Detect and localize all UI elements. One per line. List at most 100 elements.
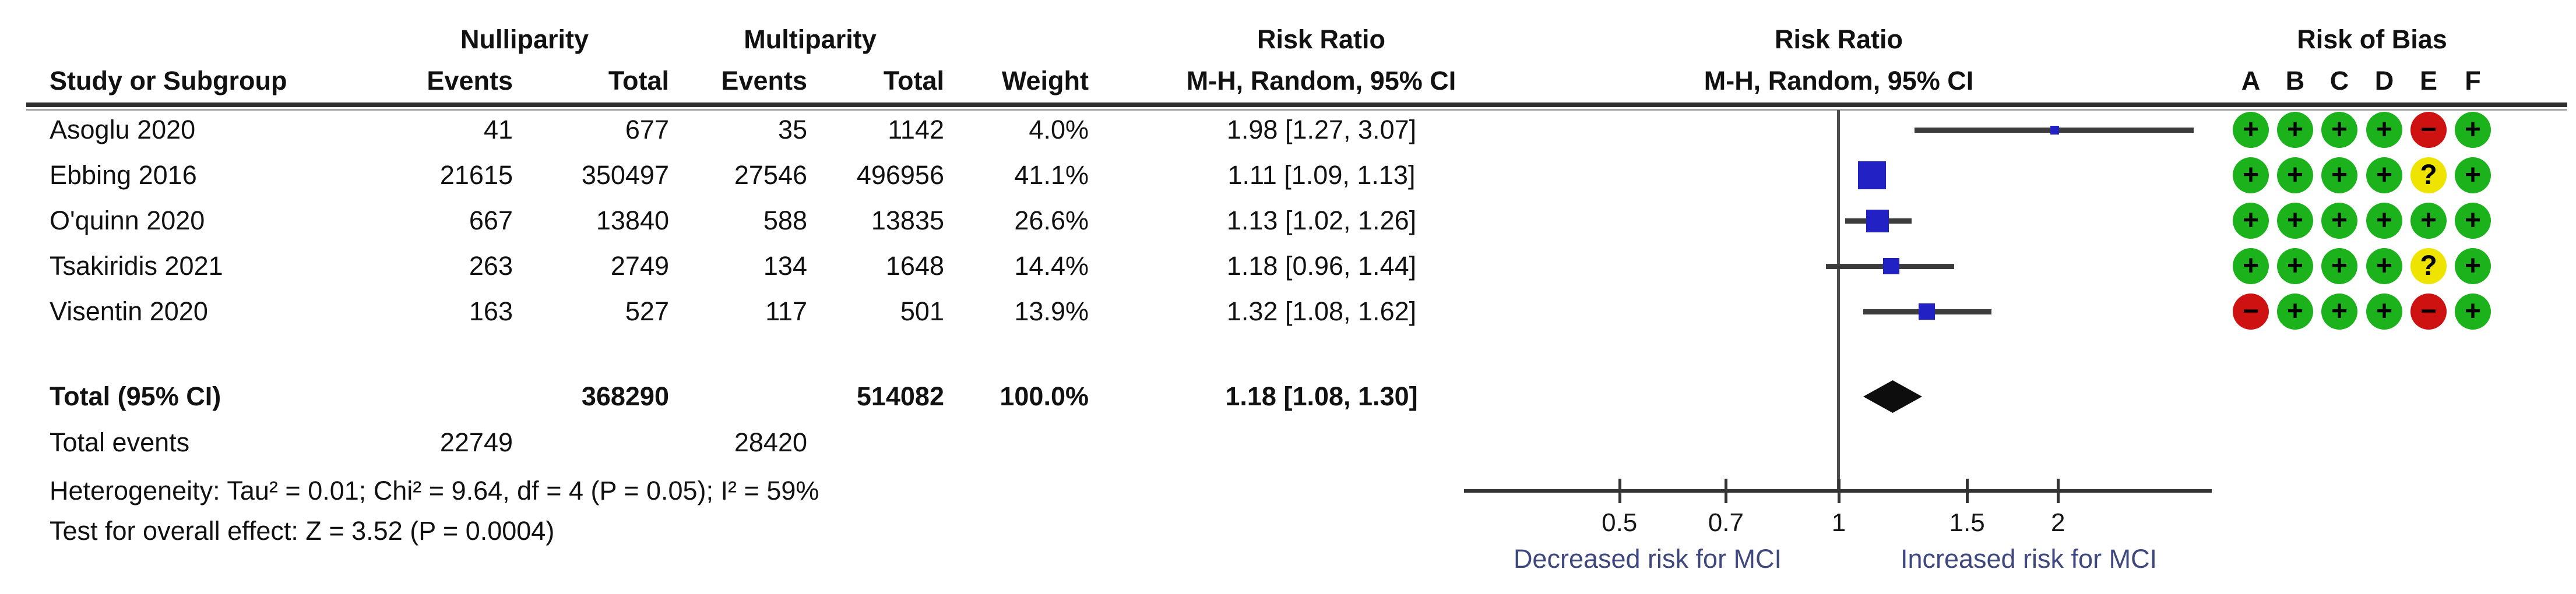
column-header-total-multiparity: Total	[883, 66, 944, 96]
rob-judgement-plus-circle: +	[2321, 294, 2357, 330]
null-effect-vertical-line	[1837, 110, 1840, 493]
study-events-multiparity: 117	[765, 296, 807, 326]
rob-judgement-plus-circle: +	[2233, 248, 2269, 284]
study-events-nulliparity: 21615	[439, 160, 513, 190]
study-events-multiparity: 35	[777, 115, 807, 144]
study-total-nulliparity: 527	[625, 296, 669, 326]
heterogeneity-text: Heterogeneity: Tau² = 0.01; Chi² = 9.64,…	[50, 476, 819, 505]
study-events-nulliparity: 41	[483, 115, 513, 144]
rob-judgement-plus-circle: +	[2233, 112, 2269, 148]
effect-estimate-square	[1858, 161, 1886, 189]
rob-judgement-plus-circle: +	[2455, 157, 2491, 193]
x-axis-tick-label: 1.5	[1949, 508, 1985, 537]
rob-column-letter: E	[2419, 66, 2437, 96]
study-ci-text: 1.13 [1.02, 1.26]	[1226, 206, 1417, 235]
rob-judgement-plus-circle: +	[2455, 203, 2491, 239]
rob-judgement-plus-circle: +	[2410, 203, 2447, 239]
rob-judgement-plus-circle: +	[2277, 248, 2313, 284]
total-events-nulliparity: 22749	[439, 427, 513, 457]
study-weight: 4.0%	[1029, 115, 1089, 144]
study-total-multiparity: 1648	[885, 251, 944, 281]
rob-judgement-plus-circle: +	[2321, 203, 2357, 239]
total-ci-text: 1.18 [1.08, 1.30]	[1225, 381, 1418, 411]
study-name: Ebbing 2016	[50, 160, 197, 190]
study-ci-text: 1.18 [0.96, 1.44]	[1226, 251, 1417, 281]
rob-judgement-plus-circle: +	[2321, 157, 2357, 193]
column-header-total-nulliparity: Total	[608, 66, 669, 96]
x-axis-tick-label: 1	[1831, 508, 1846, 537]
study-events-multiparity: 27546	[734, 160, 807, 190]
rob-judgement-plus-circle: +	[2366, 248, 2402, 284]
rob-judgement-plus-circle: +	[2455, 248, 2491, 284]
total-row-label: Total (95% CI)	[50, 381, 221, 411]
study-ci-text: 1.98 [1.27, 3.07]	[1226, 115, 1417, 144]
column-header-events-multiparity: Events	[721, 66, 807, 96]
total-events-label: Total events	[50, 427, 190, 457]
x-axis-tick	[1618, 479, 1621, 503]
study-total-nulliparity: 2749	[610, 251, 669, 281]
effect-estimate-square	[1866, 210, 1889, 232]
study-weight: 26.6%	[1014, 206, 1089, 235]
total-weight: 100.0%	[1000, 381, 1089, 411]
risk-ratio-plot-title: Risk Ratio	[1774, 24, 1903, 54]
study-events-multiparity: 134	[763, 251, 807, 281]
rob-judgement-question-circle: ?	[2410, 248, 2447, 284]
rob-judgement-plus-circle: +	[2366, 157, 2402, 193]
study-events-nulliparity: 263	[469, 251, 513, 281]
rob-column-letter: D	[2374, 66, 2394, 96]
pooled-effect-diamond	[1863, 380, 1922, 413]
study-total-nulliparity: 13840	[596, 206, 669, 235]
rob-judgement-minus-circle: −	[2410, 112, 2447, 148]
x-axis-tick	[2057, 479, 2060, 503]
study-weight: 13.9%	[1014, 296, 1089, 326]
rob-judgement-minus-circle: −	[2233, 294, 2269, 330]
header-divider-line	[26, 102, 2567, 107]
study-weight: 14.4%	[1014, 251, 1089, 281]
rob-judgement-plus-circle: +	[2366, 294, 2402, 330]
effect-estimate-square	[2050, 126, 2059, 135]
rob-column-letter: B	[2285, 66, 2305, 96]
rob-judgement-minus-circle: −	[2410, 294, 2447, 330]
effect-estimate-square	[1883, 258, 1899, 274]
study-name: Tsakiridis 2021	[50, 251, 223, 281]
study-ci-text: 1.32 [1.08, 1.62]	[1226, 296, 1417, 326]
column-header-mh-ci-plot: M-H, Random, 95% CI	[1704, 66, 1974, 96]
study-events-nulliparity: 667	[469, 206, 513, 235]
study-total-multiparity: 13835	[871, 206, 944, 235]
overall-effect-text: Test for overall effect: Z = 3.52 (P = 0…	[50, 516, 555, 546]
rob-judgement-plus-circle: +	[2277, 294, 2313, 330]
study-ci-text: 1.11 [1.09, 1.13]	[1227, 160, 1416, 190]
column-header-weight: Weight	[1001, 66, 1089, 96]
total-events-multiparity: 28420	[734, 427, 807, 457]
axis-left-direction-label: Decreased risk for MCI	[1513, 544, 1782, 574]
x-axis-tick	[1725, 479, 1728, 503]
rob-judgement-plus-circle: +	[2366, 112, 2402, 148]
x-axis-tick-label: 2	[2051, 508, 2065, 537]
rob-column-letter: C	[2329, 66, 2349, 96]
study-total-multiparity: 496956	[856, 160, 944, 190]
rob-judgement-plus-circle: +	[2277, 157, 2313, 193]
study-weight: 41.1%	[1014, 160, 1089, 190]
study-total-multiparity: 1142	[888, 115, 944, 144]
rob-judgement-plus-circle: +	[2366, 203, 2402, 239]
rob-judgement-plus-circle: +	[2455, 294, 2491, 330]
study-events-multiparity: 588	[763, 206, 807, 235]
rob-judgement-plus-circle: +	[2233, 203, 2269, 239]
column-header-study: Study or Subgroup	[50, 66, 287, 96]
x-axis-tick-label: 0.5	[1602, 508, 1638, 537]
total-multiparity: 514082	[856, 381, 944, 411]
x-axis-tick-label: 0.7	[1708, 508, 1744, 537]
column-header-mh-ci-text: M-H, Random, 95% CI	[1186, 66, 1456, 96]
axis-right-direction-label: Increased risk for MCI	[1900, 544, 2158, 574]
x-axis-tick	[1838, 479, 1840, 503]
total-nulliparity: 368290	[581, 381, 669, 411]
risk-ratio-text-column-title: Risk Ratio	[1257, 24, 1386, 54]
header-divider-shadow-line	[26, 109, 2567, 111]
x-axis-tick	[1966, 479, 1969, 503]
effect-estimate-square	[1919, 303, 1935, 320]
group-header-nulliparity: Nulliparity	[460, 24, 589, 54]
column-header-events-nulliparity: Events	[427, 66, 513, 96]
rob-column-letter: A	[2241, 66, 2261, 96]
group-header-multiparity: Multiparity	[744, 24, 877, 54]
